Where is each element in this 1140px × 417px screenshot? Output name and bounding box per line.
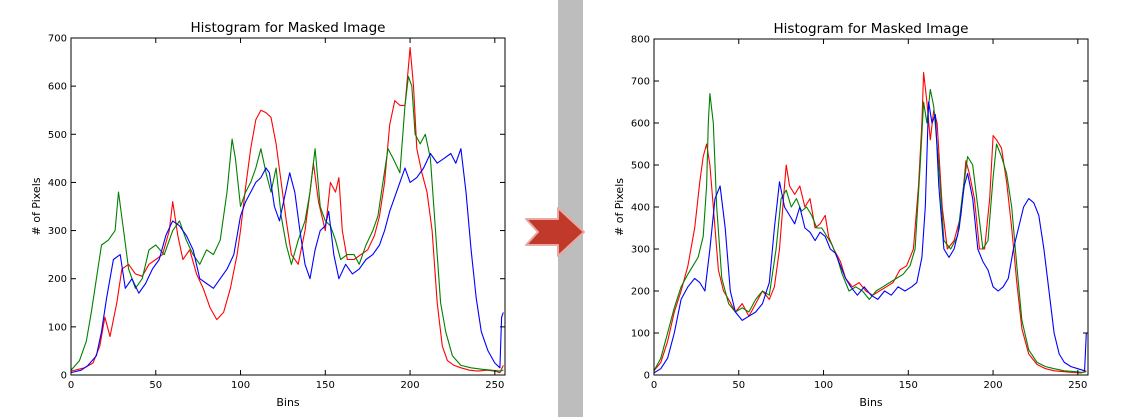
x-axis-label: Bins [859,396,883,409]
y-tick-label: 700 [48,34,67,45]
x-tick-label: 200 [401,380,420,391]
left-histogram-panel: 0 50 100 150 200 250 0 100 200 300 400 500 600 700 His… [0,0,558,417]
y-axis-label: # of Pixels [613,178,626,236]
x-tick-label: 250 [485,380,504,391]
y-tick-label: 0 [61,371,67,382]
y-tick-label: 400 [631,203,650,214]
plot-frame [70,37,506,376]
x-tick-label: 200 [984,380,1003,391]
x-tick-label: 150 [316,380,335,391]
x-tick-label: 0 [68,380,74,391]
x-tick-label: 100 [814,380,833,391]
y-tick-label: 300 [48,226,67,237]
x-axis-label: Bins [276,396,300,409]
right-histogram-panel: 0 50 100 150 200 250 0 100 200 300 400 500 600 700 800… [583,0,1140,417]
y-tick-label: 300 [631,245,650,256]
right-histogram-chart: 0 50 100 150 200 250 0 100 200 300 400 500 600 700 800… [613,21,1089,409]
y-tick-label: 200 [48,274,67,285]
series-line-blue [70,148,504,374]
y-tick-label: 200 [631,287,650,298]
chart-title: Histogram for Masked Image [774,21,969,37]
y-tick-label: 700 [631,77,650,88]
y-tick-label: 600 [631,119,650,130]
y-tick-label: 100 [48,322,67,333]
series-line-blue [653,101,1087,374]
left-histogram-chart: 0 50 100 150 200 250 0 100 200 300 400 500 600 700 His… [30,20,506,409]
chart-title: Histogram for Masked Image [191,20,386,36]
y-tick-label: 800 [631,35,650,46]
x-tick-label: 150 [899,380,918,391]
y-tick-label: 600 [48,82,67,93]
y-tick-label: 500 [631,161,650,172]
series-line-green [653,88,1087,374]
y-tick-label: 100 [631,329,650,340]
x-tick-label: 50 [149,380,162,391]
x-tick-label: 250 [1068,380,1087,391]
x-tick-label: 0 [651,380,657,391]
x-tick-label: 50 [732,380,745,391]
y-tick-label: 0 [644,371,650,382]
x-tick-label: 100 [231,380,250,391]
y-tick-label: 500 [48,130,67,141]
arrow-shape [525,207,585,257]
y-axis-label: # of Pixels [30,177,43,235]
series-line-green [70,75,504,372]
series-line-red [70,47,504,374]
y-tick-label: 400 [48,178,67,189]
series-line-red [653,72,1087,374]
right-arrow-icon [525,207,585,257]
